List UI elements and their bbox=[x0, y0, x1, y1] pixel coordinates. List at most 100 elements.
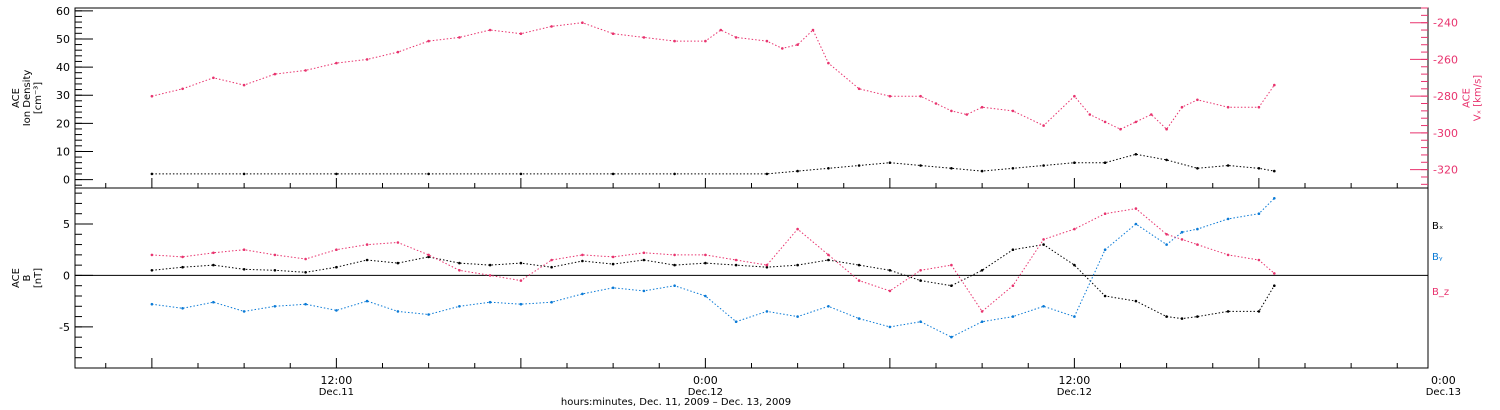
by-series-point bbox=[212, 300, 215, 304]
by-series-point bbox=[427, 313, 430, 316]
vx-series-point bbox=[1180, 105, 1184, 109]
vx-series-point bbox=[1257, 105, 1261, 109]
bz-series-point bbox=[673, 253, 676, 257]
by-series-point bbox=[704, 294, 707, 298]
by-series-point bbox=[611, 286, 615, 290]
by-series-point bbox=[642, 289, 646, 293]
ion-density-series-point bbox=[1196, 167, 1199, 170]
bx-series-point bbox=[150, 269, 154, 272]
vx-series-point bbox=[550, 25, 553, 28]
by-series-point bbox=[980, 320, 984, 324]
density-axis-tick-label: 0 bbox=[63, 174, 70, 187]
vx-series-point bbox=[781, 47, 784, 50]
vx-series-point bbox=[488, 28, 492, 32]
by-series-point bbox=[242, 310, 246, 313]
bz-series-point bbox=[365, 243, 369, 246]
by-series-point bbox=[273, 305, 277, 308]
vx-series-point bbox=[734, 36, 738, 39]
vx-series-point bbox=[1196, 98, 1199, 102]
ion-density-title-line: ACE bbox=[11, 88, 22, 108]
bx-series-point bbox=[1257, 310, 1261, 313]
bx-series-point bbox=[396, 261, 400, 265]
bz-series-point bbox=[581, 253, 584, 257]
bz-series-point bbox=[642, 251, 646, 255]
bx-series-point bbox=[1180, 317, 1184, 320]
vx-axis-tick-label: -280 bbox=[1433, 90, 1458, 103]
vx-series-line bbox=[151, 22, 1275, 130]
bx-series-point bbox=[827, 258, 830, 262]
by-series-point bbox=[335, 309, 338, 312]
vx-series-point bbox=[304, 69, 307, 72]
vx-series-point bbox=[1165, 127, 1168, 131]
top-panel-frame bbox=[74, 7, 1429, 189]
bz-series-point bbox=[273, 253, 277, 257]
bz-series-point bbox=[888, 289, 892, 293]
b-axis-tick-label: -5 bbox=[59, 321, 70, 334]
vx-axis-tick-label: -320 bbox=[1433, 164, 1458, 177]
top-left-axis: 0 10 20 30 40 50 60 bbox=[56, 5, 93, 187]
x-tick-time-label: 12:00 bbox=[321, 374, 353, 387]
bx-series-point bbox=[704, 261, 707, 265]
bz-series-point bbox=[1103, 212, 1107, 215]
bz-series-point bbox=[1273, 272, 1276, 275]
by-series-point bbox=[919, 320, 922, 324]
ion-density-series-point bbox=[1257, 167, 1261, 170]
ion-density-series-point bbox=[335, 172, 338, 176]
density-axis-tick-label: 40 bbox=[56, 61, 70, 74]
vx-series-point bbox=[827, 61, 830, 65]
ion-density-series-point bbox=[857, 164, 861, 167]
bx-series-point bbox=[550, 265, 553, 269]
legend-bx: Bₓ bbox=[1432, 221, 1443, 232]
bx-series-point bbox=[581, 259, 584, 263]
vx-series-point bbox=[1226, 105, 1230, 109]
vx-series-point bbox=[458, 36, 461, 39]
bx-series-point bbox=[1042, 243, 1045, 246]
vx-series-point bbox=[811, 28, 815, 32]
bz-series-point bbox=[488, 274, 492, 277]
legend-by: Bᵧ bbox=[1432, 252, 1443, 263]
by-series-point bbox=[396, 310, 400, 313]
vx-axis-tick-label: -260 bbox=[1433, 53, 1458, 66]
legend-bz: B_z bbox=[1432, 287, 1449, 298]
by-series-point bbox=[765, 310, 769, 313]
bz-series-point bbox=[827, 253, 830, 257]
vx-series-point bbox=[1134, 120, 1138, 124]
vx-series-point bbox=[1273, 83, 1276, 87]
vx-series-point bbox=[950, 109, 953, 113]
vx-series-point bbox=[335, 61, 338, 65]
bz-series-point bbox=[458, 269, 461, 272]
vx-series-point bbox=[1088, 113, 1092, 116]
by-series-point bbox=[673, 284, 676, 288]
bx-series-point bbox=[1273, 284, 1276, 288]
bz-series-point bbox=[396, 241, 400, 244]
bx-series-point bbox=[1165, 315, 1168, 318]
ion-density-series-point bbox=[1073, 161, 1076, 164]
vx-series-point bbox=[1011, 109, 1015, 113]
by-series-point bbox=[1226, 217, 1230, 221]
bx-series-point bbox=[365, 258, 369, 262]
bx-series-point bbox=[458, 261, 461, 265]
vx-series-point bbox=[888, 94, 892, 98]
bx-series-point bbox=[427, 255, 430, 259]
bx-series-point bbox=[734, 263, 738, 267]
ion-density-series-point bbox=[919, 164, 922, 167]
ion-density-series-point bbox=[796, 169, 799, 173]
bx-series-point bbox=[919, 279, 922, 282]
by-series-point bbox=[1134, 222, 1138, 226]
bx-series-point bbox=[181, 265, 184, 269]
bz-series-point bbox=[519, 279, 523, 282]
bz-series-point bbox=[550, 258, 553, 262]
bx-series-point bbox=[304, 271, 307, 274]
top-data-series bbox=[150, 21, 1276, 176]
ion-density-series-point bbox=[765, 172, 769, 176]
b-field-title-line: B bbox=[22, 274, 33, 281]
ion-density-title: ACEIon Density[cm⁻³] bbox=[11, 70, 44, 127]
vx-series-point bbox=[1042, 124, 1045, 127]
vx-series-point bbox=[396, 50, 400, 54]
vx-series-point bbox=[796, 43, 799, 46]
by-series-point bbox=[888, 325, 892, 329]
vx-series-point bbox=[1073, 94, 1076, 98]
bottom-data-series bbox=[75, 197, 1428, 339]
bx-series-point bbox=[1226, 310, 1230, 313]
